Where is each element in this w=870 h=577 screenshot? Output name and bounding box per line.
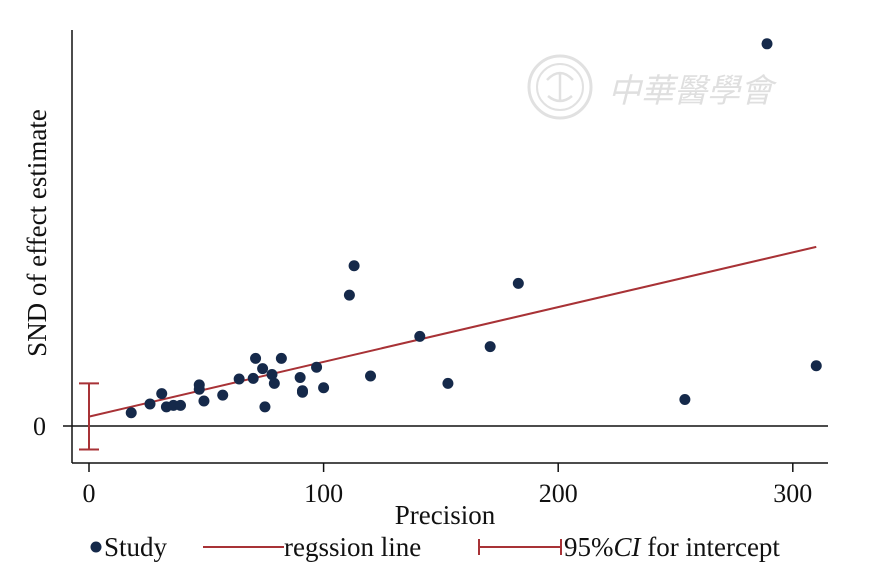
legend-item-study: Study (90, 532, 168, 562)
legend-ci-number: 95% (564, 532, 614, 562)
legend-item-ci: 95%CI for intercept (478, 532, 780, 562)
x-tick-label: 200 (539, 479, 578, 508)
legend-ci-swatch (478, 539, 562, 555)
study-point (233, 373, 245, 385)
study-point (296, 386, 308, 398)
y-tick-label: 0 (33, 412, 46, 441)
legend-item-regression: regssion line (203, 532, 421, 562)
study-point (761, 38, 773, 50)
x-tick-label: 300 (773, 479, 812, 508)
watermark-text: 中華醫學會 (608, 71, 777, 110)
study-point (198, 395, 210, 407)
study-point (343, 289, 355, 301)
study-point (144, 398, 156, 410)
study-point (259, 401, 271, 413)
study-point (348, 260, 360, 272)
x-tick-label: 100 (304, 479, 343, 508)
study-points (125, 38, 822, 419)
legend-study-label: Study (104, 532, 168, 562)
study-point (414, 330, 426, 342)
y-ticks: 0 (33, 412, 72, 441)
study-point (156, 388, 168, 400)
legend-ci-italic: CI (614, 532, 643, 562)
regression-line-layer (88, 245, 817, 418)
study-point (257, 363, 269, 375)
study-point (318, 382, 330, 394)
study-point (484, 341, 496, 353)
study-point (512, 277, 524, 289)
legend-study-marker (90, 541, 102, 553)
watermark-seal (527, 54, 593, 120)
regression-line (88, 245, 817, 418)
axes: 0 100 200 300 0 Precision SND of effect est… (22, 30, 828, 530)
study-point (679, 394, 691, 406)
x-axis-title: Precision (395, 500, 496, 530)
study-point (365, 370, 377, 382)
study-point (174, 399, 186, 411)
study-point (268, 377, 280, 389)
x-ticks: 0 100 200 300 (83, 463, 812, 508)
legend: Study regssion line 95%CI for intercept (90, 532, 780, 562)
study-point (266, 369, 278, 381)
study-point (442, 377, 454, 389)
legend-line-label: regssion line (284, 532, 421, 562)
watermark: 中華醫學會 (527, 54, 777, 120)
study-point (810, 360, 822, 372)
study-point (193, 383, 205, 395)
study-point (217, 389, 229, 401)
study-point (275, 352, 287, 364)
study-point (247, 372, 259, 384)
study-point (311, 361, 323, 373)
study-point (294, 371, 306, 383)
study-point (125, 407, 137, 419)
x-tick-label: 0 (83, 479, 96, 508)
legend-ci-rest: for intercept (641, 532, 781, 562)
y-axis-title: SND of effect estimate (22, 109, 52, 357)
study-point (250, 352, 262, 364)
legend-ci-label: 95%CI for intercept (564, 532, 780, 562)
